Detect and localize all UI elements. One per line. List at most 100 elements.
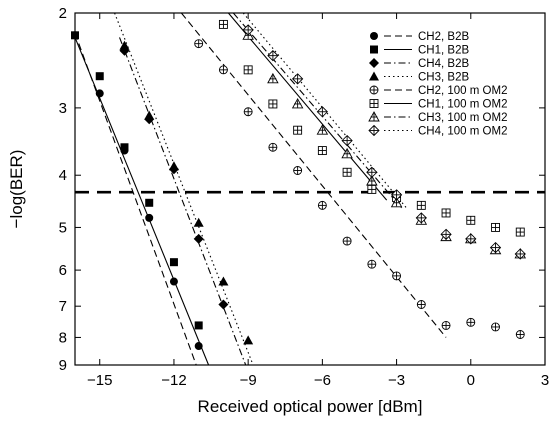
data-point [441, 208, 451, 218]
data-point [366, 175, 378, 186]
legend-label: CH1, B2B [418, 45, 469, 57]
legend-item: CH3, 100 m OM2 [368, 111, 507, 124]
y-axis-title: −log(BER) [7, 150, 26, 229]
data-point [169, 277, 178, 286]
data-point [440, 228, 452, 240]
data-point [243, 335, 254, 345]
data-point [145, 198, 154, 207]
legend-marker [369, 71, 379, 81]
y-tick-label: 5 [59, 219, 67, 236]
data-point [243, 107, 253, 117]
fit-line [227, 12, 388, 201]
legend-label: CH3, 100 m OM2 [418, 112, 507, 124]
y-tick-label: 3 [59, 100, 67, 117]
y-tick-label: 2 [59, 5, 67, 22]
legend-marker [369, 99, 379, 108]
x-tick-label: −12 [161, 372, 186, 389]
y-tick-label: 4 [59, 167, 67, 184]
data-point [415, 212, 427, 224]
x-tick-label: −6 [314, 372, 331, 389]
data-point [193, 233, 204, 244]
legend-marker [369, 85, 379, 95]
data-point [293, 166, 303, 175]
data-point [416, 300, 426, 309]
data-point [267, 72, 279, 84]
data-point [168, 161, 179, 171]
data-point [392, 271, 402, 281]
data-point [291, 98, 304, 109]
legend-label: CH4, 100 m OM2 [418, 126, 507, 138]
legend-marker [370, 32, 378, 40]
x-tick-label: −15 [87, 372, 112, 389]
fit-line [119, 37, 247, 366]
data-point [390, 189, 403, 201]
legend-marker [368, 124, 380, 137]
legend-item: CH1, B2B [370, 45, 469, 57]
legend-label: CH3, B2B [418, 72, 469, 84]
legend-item: CH2, 100 m OM2 [369, 85, 507, 97]
data-point [95, 72, 104, 81]
x-axis-title: Received optical power [dBm] [198, 397, 423, 416]
data-point [169, 258, 178, 267]
legend-item: CH3, B2B [369, 71, 469, 84]
data-point [119, 40, 130, 50]
data-point [514, 248, 526, 260]
data-point [145, 213, 154, 222]
data-point [367, 184, 377, 194]
data-point [491, 222, 500, 232]
fit-line [180, 12, 447, 338]
data-point [515, 330, 525, 339]
fit-line [74, 37, 210, 366]
fit-line [74, 32, 197, 366]
legend-marker [370, 45, 378, 54]
fit-line [114, 12, 254, 366]
y-tick-label: 8 [59, 329, 67, 346]
data-point [317, 200, 327, 210]
data-point [317, 146, 327, 156]
data-point [316, 124, 329, 135]
data-point [367, 259, 377, 269]
data-point [194, 39, 204, 49]
data-point [120, 143, 129, 152]
data-point [466, 317, 476, 327]
x-tick-label: 0 [467, 372, 475, 389]
data-point [342, 236, 352, 246]
legend-item: CH2, B2B [370, 31, 469, 43]
x-tick-label: 3 [541, 372, 549, 389]
data-point [489, 241, 502, 254]
legend-label: CH1, 100 m OM2 [418, 99, 507, 111]
x-tick-label: −9 [240, 372, 257, 389]
data-point [218, 299, 229, 310]
data-point [243, 65, 253, 75]
data-point [218, 65, 228, 75]
data-point [242, 24, 254, 36]
data-point [291, 73, 304, 85]
data-point [491, 322, 500, 332]
legend-item: CH4, 100 m OM2 [368, 124, 507, 138]
data-point [193, 217, 204, 227]
data-point [366, 166, 378, 178]
data-point [268, 99, 278, 109]
legend-marker [369, 58, 379, 68]
legend-label: CH2, 100 m OM2 [418, 85, 507, 97]
data-point [316, 106, 329, 118]
data-point [341, 134, 353, 147]
data-point [218, 276, 229, 286]
data-point [267, 50, 279, 62]
data-point [95, 89, 104, 98]
y-tick-label: 9 [59, 357, 67, 374]
y-tick-label: 6 [59, 262, 67, 279]
data-point [515, 227, 525, 237]
legend-item: CH4, B2B [369, 58, 469, 70]
legend-item: CH1, 100 m OM2 [369, 99, 507, 111]
legend-marker [368, 111, 380, 122]
y-tick-label: 7 [59, 298, 67, 315]
data-point [268, 142, 278, 152]
data-point [293, 125, 303, 135]
data-point [194, 342, 203, 351]
data-point [466, 215, 476, 225]
data-point [144, 110, 155, 120]
